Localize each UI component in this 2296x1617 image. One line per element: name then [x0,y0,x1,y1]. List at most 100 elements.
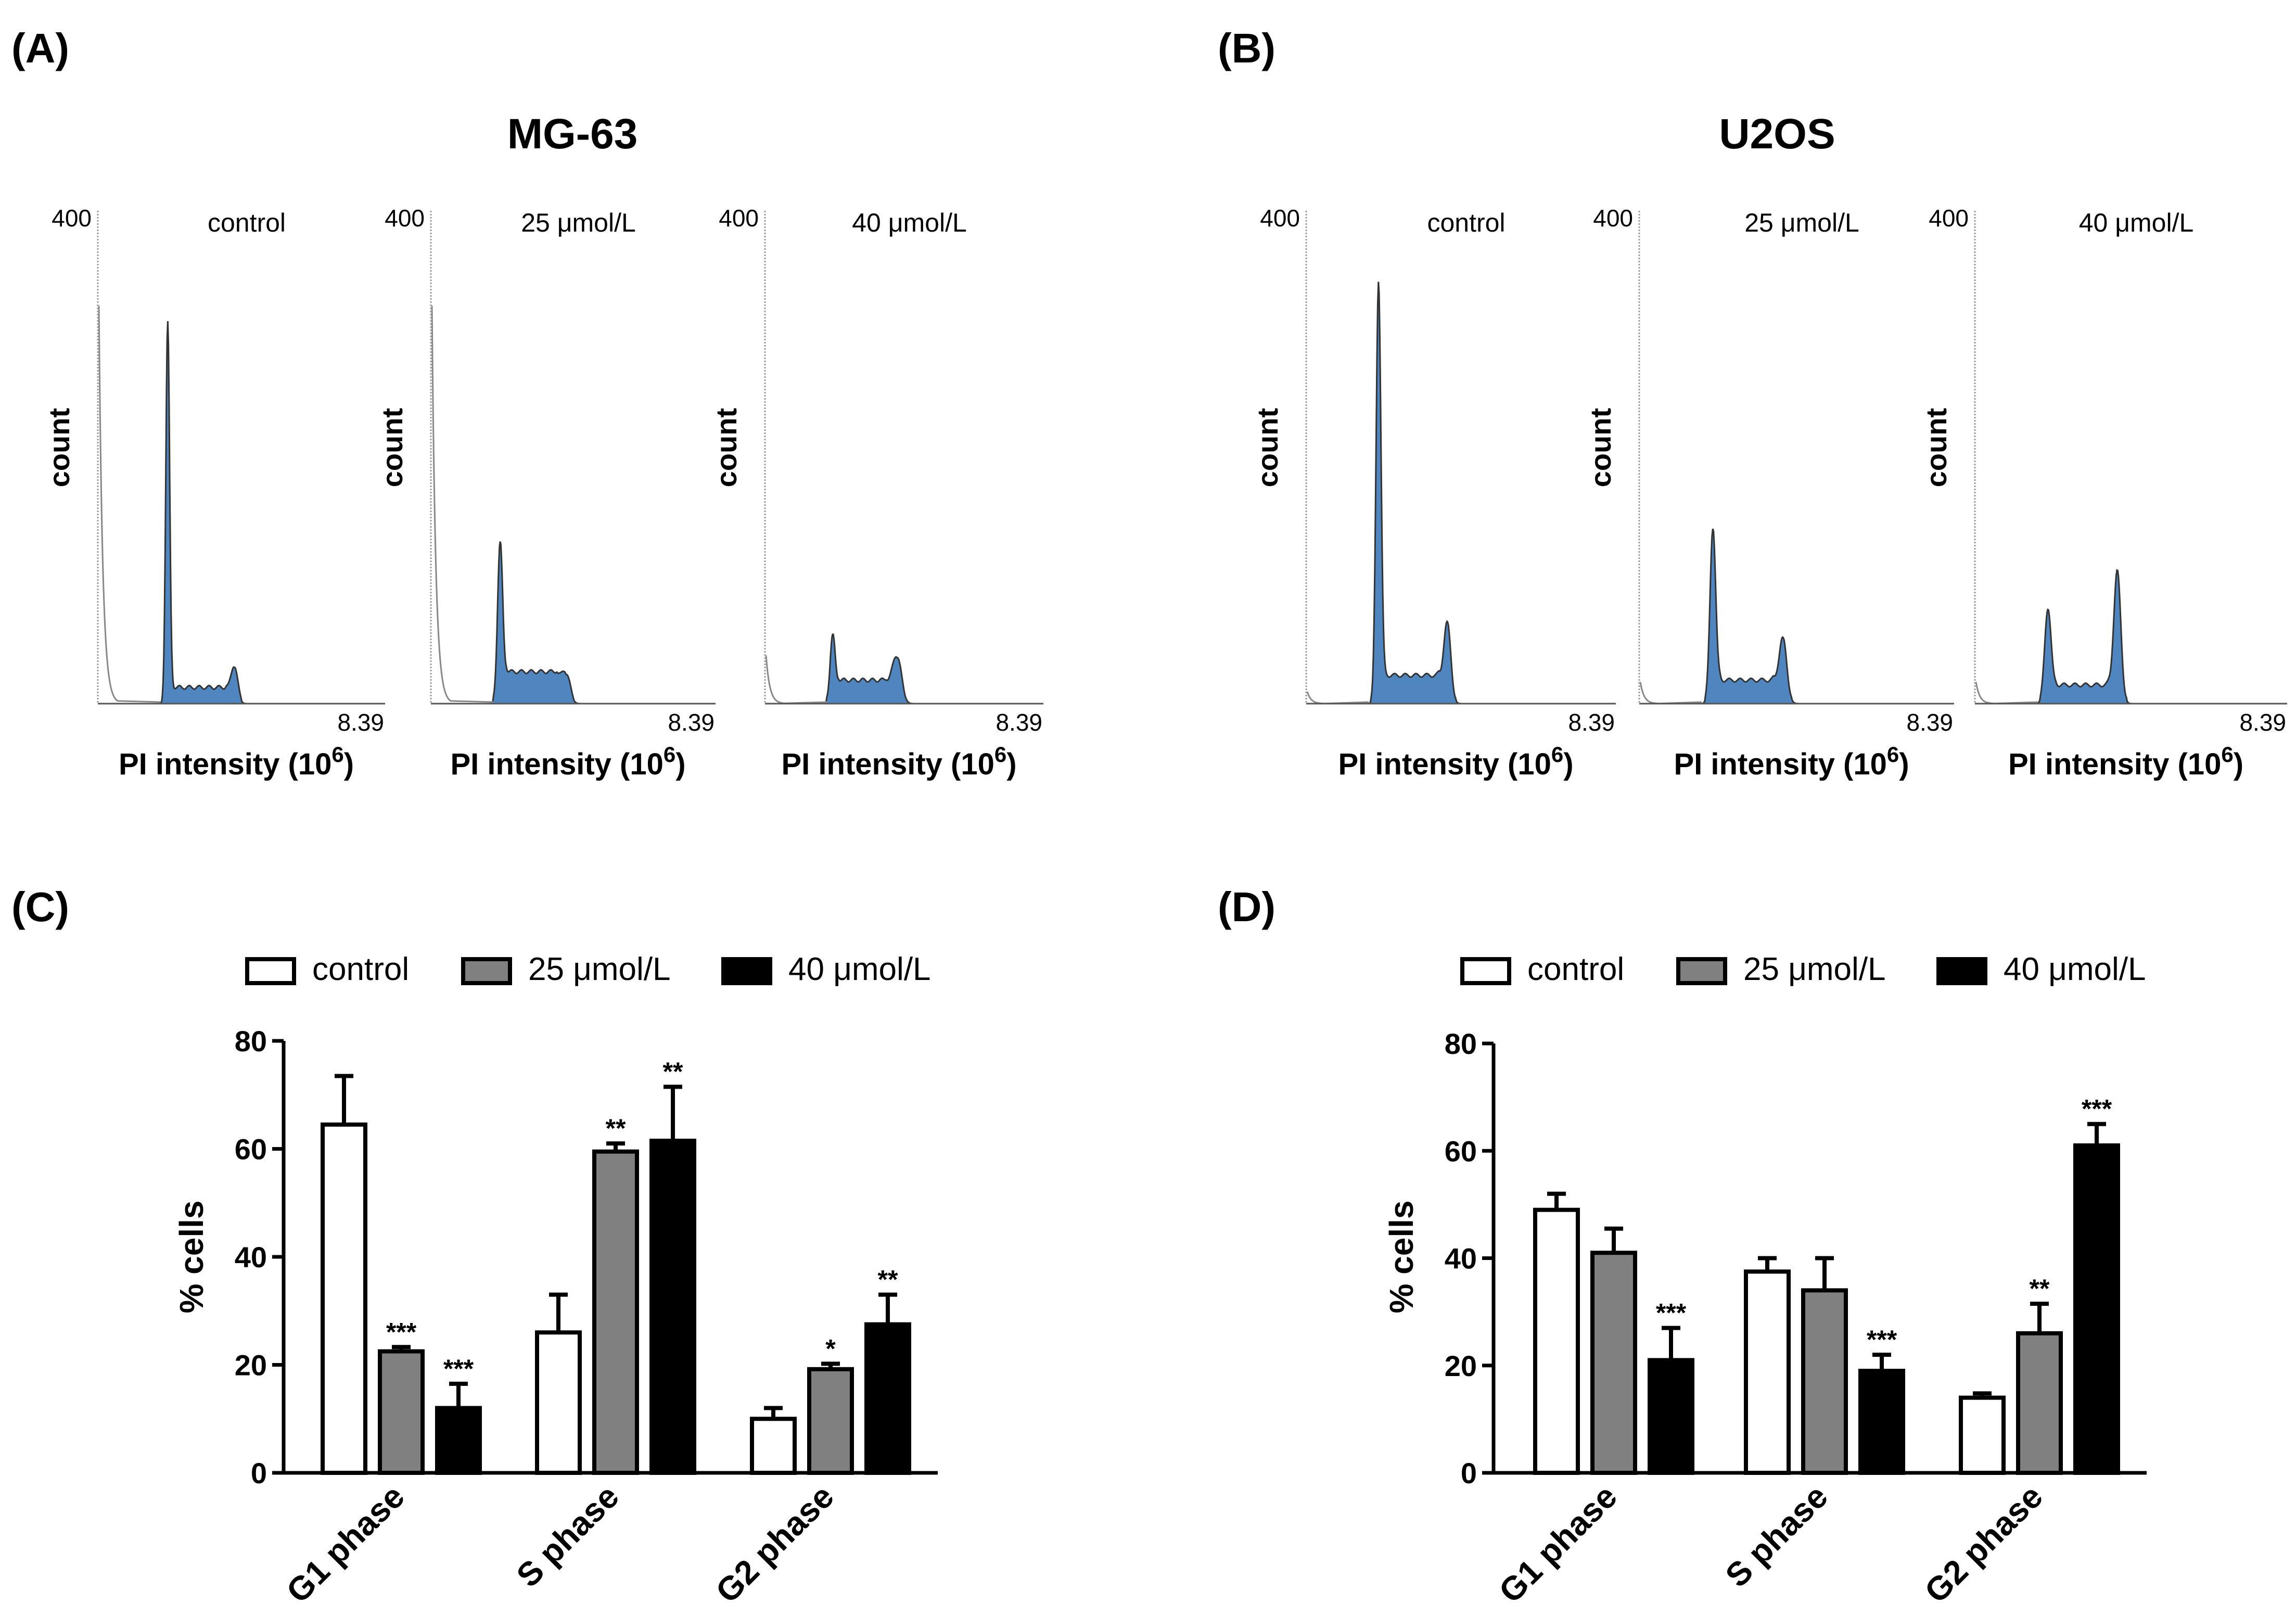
bar-25-mol-l [1590,1251,1637,1475]
x-axis-label-close: ) [1006,747,1016,781]
significance-marker: ** [878,1265,898,1294]
debris-line [1975,682,2038,705]
legend-swatch [245,957,296,985]
x-max-label: 8.39 [1906,709,1953,736]
legend-label: 25 μmol/L [1743,951,1886,987]
debris-line [765,655,828,704]
x-axis-label-close: ) [1899,747,1909,781]
legend-swatch [1676,957,1727,985]
legend: control 25 μmol/L 40 μmol/L [1460,951,2146,987]
x-axis-label-base: PI intensity (10 [450,747,663,781]
y-max-label: 400 [52,205,92,232]
legend-item-1: control [1460,951,1624,987]
x-max-label: 8.39 [668,709,715,736]
category-label: G1 phase [279,1478,412,1610]
x-axis-label-base: PI intensity (10 [1674,747,1886,781]
bar-25-mol-l [592,1149,639,1475]
bar-group-3: ***G2 phase [708,1265,911,1610]
bar-40-mol-l [2073,1143,2120,1475]
bar-25-mol-l [807,1367,854,1475]
x-max-label: 8.39 [337,709,384,736]
bar-control [321,1122,367,1475]
y-axis-label: count [43,408,75,487]
histogram-title: 40 μmol/L [2079,208,2194,237]
y-axis-label: count [376,408,409,487]
y-max-label: 400 [719,205,759,232]
bar-40-mol-l [864,1322,911,1475]
histogram-b-1: 400 8.39 control count PI intensity (106) [1251,205,1616,781]
x-axis-label-base: PI intensity (10 [2008,747,2221,781]
legend-item-3: 40 μmol/L [721,951,931,987]
legend-swatch [1936,957,1987,985]
y-tick-label: 80 [1445,1027,1477,1060]
significance-marker: *** [1867,1325,1897,1354]
legend-label: control [1527,951,1624,987]
y-axis: 0 20 40 60 80 % cells [173,1025,286,1489]
category-label: S phase [1718,1478,1834,1594]
y-axis-label: % cells [173,1200,210,1313]
category-label: G2 phase [1917,1478,2050,1610]
legend-label: 40 μmol/L [788,951,931,987]
bar-25-mol-l [1801,1288,1848,1475]
bar-control [535,1330,582,1475]
panel-d-letter: (D) [1218,884,1275,930]
bar-control [1744,1269,1791,1475]
x-axis-label-base: PI intensity (10 [1338,747,1551,781]
y-tick-label: 40 [235,1241,267,1274]
x-axis-label: PI intensity (106) [119,742,354,781]
y-tick-label: 20 [1445,1349,1477,1382]
histogram-title: 40 μmol/L [852,208,967,237]
bar-control [1533,1207,1580,1475]
y-tick-label: 0 [251,1457,267,1489]
legend-item-2: 25 μmol/L [1676,951,1886,987]
bar-control [1959,1395,2006,1475]
panel-a-title: MG-63 [507,110,638,158]
x-axis-label-exponent: 6 [2221,742,2233,767]
bar-chart-c: control 25 μmol/L 40 μmol/L 0 20 40 60 80 % cell… [173,951,938,1610]
x-axis-label-exponent: 6 [1887,742,1899,767]
legend-label: 25 μmol/L [528,951,671,987]
legend-item-3: 40 μmol/L [1936,951,2146,987]
histogram-area [98,321,364,705]
x-axis-label-close: ) [1563,747,1573,781]
y-tick-label: 20 [235,1349,267,1382]
y-max-label: 400 [1260,205,1300,232]
y-tick-label: 0 [1461,1457,1477,1489]
category-label: S phase [509,1478,626,1594]
y-tick-label: 40 [1445,1242,1477,1275]
debris-line [98,305,161,703]
y-axis-label: count [1920,408,1953,487]
histogram-a-2: 400 8.39 25 μmol/L count PI intensity (106) [376,205,716,781]
legend-swatch [1460,957,1511,985]
bar-group-3: *****G2 phase [1917,1094,2120,1610]
debris-line [1306,691,1369,705]
y-tick-label: 60 [235,1133,267,1166]
y-axis-label: count [1584,408,1617,487]
bar-control [750,1417,797,1475]
x-axis-label: PI intensity (106) [450,742,685,781]
y-max-label: 400 [1929,205,1969,232]
y-tick-label: 80 [235,1025,267,1058]
histogram-title: 25 μmol/L [1744,208,1859,237]
x-axis-label-exponent: 6 [1551,742,1563,767]
significance-marker: ** [606,1114,626,1143]
x-axis-label: PI intensity (106) [2008,742,2243,781]
legend-item-2: 25 μmol/L [461,951,671,987]
x-axis-label-close: ) [344,747,354,781]
debris-line [1639,682,1702,705]
y-axis-label: % cells [1383,1200,1420,1313]
x-axis-label-exponent: 6 [331,742,343,767]
legend-label: 40 μmol/L [2004,951,2146,987]
bar-group-1: *** *** G1 phase [279,1074,482,1610]
histogram-area [1639,528,1933,705]
histogram-title: 25 μmol/L [521,208,636,237]
x-max-label: 8.39 [1568,709,1615,736]
bar-40-mol-l [649,1138,696,1475]
histogram-title: control [1427,208,1505,237]
bar-group-1: *** G1 phase [1491,1191,1694,1610]
legend-label: control [312,951,409,987]
histogram-a-3: 400 8.39 40 μmol/L count PI intensity (106) [710,205,1043,781]
bar-25-mol-l [378,1349,425,1475]
